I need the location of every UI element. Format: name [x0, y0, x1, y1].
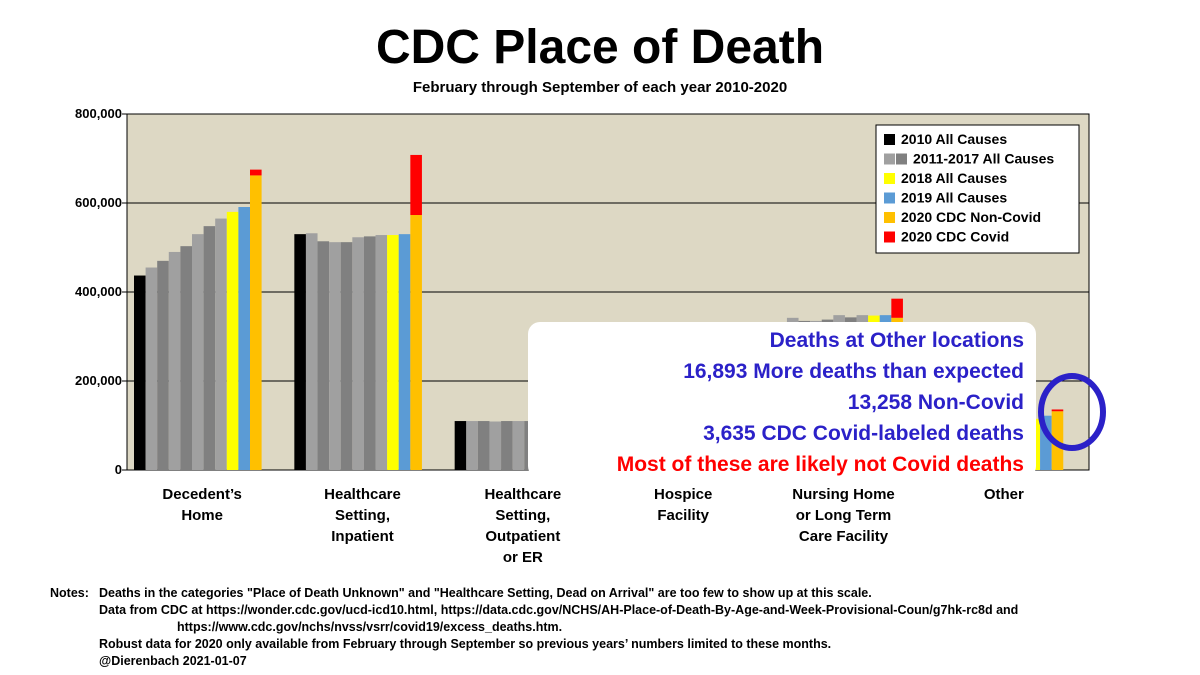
bar-covid — [891, 298, 903, 318]
bar — [157, 260, 169, 470]
bar — [363, 236, 376, 470]
category-label: Setting, — [335, 507, 390, 524]
note-line: @Dierenbach 2021-01-07 — [99, 654, 247, 668]
category-label: Inpatient — [331, 528, 394, 545]
bar — [489, 421, 502, 470]
legend-swatch — [896, 153, 907, 165]
note-line: https://www.cdc.gov/nchs/nvss/vsrr/covid… — [177, 620, 563, 634]
bar — [238, 207, 250, 470]
bar — [203, 226, 216, 470]
bar — [329, 242, 341, 470]
category-label: Home — [181, 507, 223, 524]
bar — [454, 421, 467, 470]
legend-label: 2018 All Causes — [901, 170, 1007, 186]
legend-swatch — [884, 212, 895, 223]
y-tick-label: 200,000 — [75, 373, 122, 388]
bar — [1040, 415, 1052, 470]
category-label: or ER — [503, 549, 543, 566]
legend-swatch — [884, 134, 895, 145]
legend-label: 2011-2017 All Causes — [913, 151, 1054, 167]
category-label: Outpatient — [485, 528, 560, 545]
bar — [387, 235, 399, 470]
bar — [215, 218, 227, 470]
category-label: or Long Term — [796, 507, 892, 524]
y-tick-label: 0 — [115, 462, 122, 477]
bar — [294, 234, 306, 470]
y-tick-label: 400,000 — [75, 284, 122, 299]
bar — [352, 237, 364, 470]
notes: Notes: Deaths in the categories "Place o… — [50, 585, 1199, 670]
note-line: Data from CDC at https://wonder.cdc.gov/… — [99, 603, 1019, 617]
bar — [410, 215, 422, 470]
category-label: Healthcare — [324, 486, 401, 503]
legend-swatch — [884, 153, 895, 165]
legend-swatch — [884, 231, 895, 243]
notes-lines: Deaths in the categories "Place of Death… — [99, 585, 1199, 670]
bar — [340, 242, 353, 470]
legend-label: 2020 CDC Non-Covid — [901, 209, 1041, 225]
bar-covid — [1051, 409, 1064, 412]
note-line: Deaths in the categories "Place of Death… — [99, 586, 872, 600]
category-label: Care Facility — [799, 528, 889, 545]
legend-label: 2020 CDC Covid — [901, 229, 1009, 245]
bar — [466, 421, 478, 470]
annotation-line: 16,893 More deaths than expected — [683, 360, 1024, 383]
bar — [375, 235, 388, 470]
bar — [512, 421, 525, 470]
bar — [226, 211, 239, 470]
category-label: Nursing Home — [792, 486, 895, 503]
legend-swatch — [884, 173, 895, 184]
legend-label: 2019 All Causes — [901, 190, 1007, 206]
chart-title: CDC Place of Death — [375, 21, 825, 74]
highlight-circle — [1038, 373, 1106, 451]
annotation-line: Most of these are likely not Covid death… — [617, 453, 1024, 476]
annotation-line: 13,258 Non-Covid — [848, 391, 1024, 414]
bar — [477, 421, 490, 470]
legend-label: 2010 All Causes — [901, 131, 1007, 147]
bar — [134, 275, 146, 470]
note-line: Robust data for 2020 only available from… — [99, 637, 832, 651]
y-tick-label: 600,000 — [75, 195, 122, 210]
legend-box — [875, 124, 1080, 254]
bar — [398, 234, 411, 470]
category-label: Setting, — [495, 507, 550, 524]
category-label: Facility — [657, 507, 709, 524]
bar — [180, 246, 192, 470]
bar — [317, 241, 330, 470]
bar — [192, 234, 204, 470]
category-label: Decedent’s — [162, 486, 241, 503]
notes-prefix: Notes: — [50, 586, 89, 600]
category-label: Other — [984, 486, 1024, 503]
bar — [250, 175, 262, 470]
annotation-line: Deaths at Other locations — [770, 329, 1024, 352]
annotation-line: 3,635 CDC Covid-labeled deaths — [703, 422, 1024, 445]
bar — [145, 267, 158, 470]
chart-subtitle: February through September of each year … — [412, 79, 788, 96]
legend-swatch — [884, 192, 895, 204]
category-label: Hospice — [654, 486, 712, 503]
bar — [168, 251, 181, 470]
y-tick-label: 800,000 — [75, 106, 122, 121]
category-label: Healthcare — [484, 486, 561, 503]
bar — [501, 421, 513, 470]
annotation-box — [528, 322, 1036, 478]
bar-covid — [410, 154, 422, 216]
bar — [305, 233, 318, 470]
bar-covid — [250, 169, 262, 176]
